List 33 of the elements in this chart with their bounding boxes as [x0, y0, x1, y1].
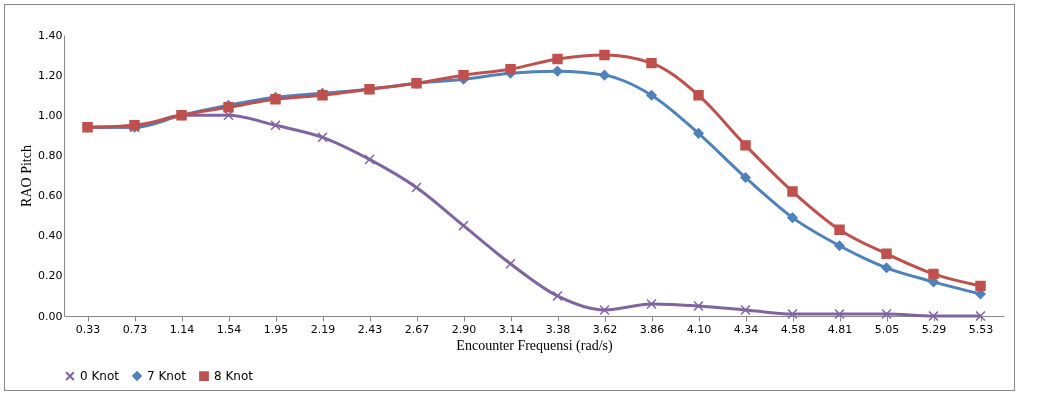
y-tick-label: 0.80 — [38, 148, 63, 162]
x-tick-label: 5.29 — [921, 322, 947, 336]
x-tick-label: 5.05 — [874, 322, 900, 336]
legend-label: 8 Knot — [214, 369, 254, 384]
x-tick-label: 3.14 — [498, 322, 524, 336]
y-tick-label: 0.40 — [38, 229, 63, 243]
y-tick-label: 1.20 — [38, 68, 63, 82]
x-tick-label: 4.58 — [780, 322, 806, 336]
y-tick-label: 0.60 — [38, 189, 63, 203]
x-tick-label: 1.14 — [169, 322, 195, 336]
x-axis-title: Encounter Frequensi (rad/s) — [456, 337, 613, 354]
x-tick-label: 0.73 — [122, 322, 148, 336]
x-tick-label: 2.90 — [451, 322, 477, 336]
x-tick-label: 3.38 — [545, 322, 571, 336]
x-tick-label: 3.86 — [639, 322, 665, 336]
x-tick-label: 4.81 — [827, 322, 853, 336]
legend-label: 7 Knot — [147, 369, 187, 384]
x-tick-label: 4.10 — [686, 322, 712, 336]
x-tick-label: 5.53 — [968, 322, 994, 336]
y-tick-label: 1.00 — [38, 108, 63, 122]
y-axis-title: RAO Pitch — [19, 145, 35, 207]
y-tick-label: 1.40 — [38, 28, 63, 42]
x-tick-label: 3.62 — [592, 322, 618, 336]
x-tick-label: 2.67 — [404, 322, 430, 336]
x-tick-label: 1.54 — [216, 322, 242, 336]
x-tick-label: 1.95 — [263, 322, 289, 336]
legend-label: 0 Knot — [80, 369, 120, 384]
x-tick-label: 2.19 — [310, 322, 336, 336]
y-tick-label: 0.00 — [38, 309, 63, 323]
y-tick-label: 0.20 — [38, 269, 63, 283]
x-tick-label: 0.33 — [75, 322, 101, 336]
x-tick-label: 4.34 — [733, 322, 759, 336]
x-tick-label: 2.43 — [357, 322, 383, 336]
